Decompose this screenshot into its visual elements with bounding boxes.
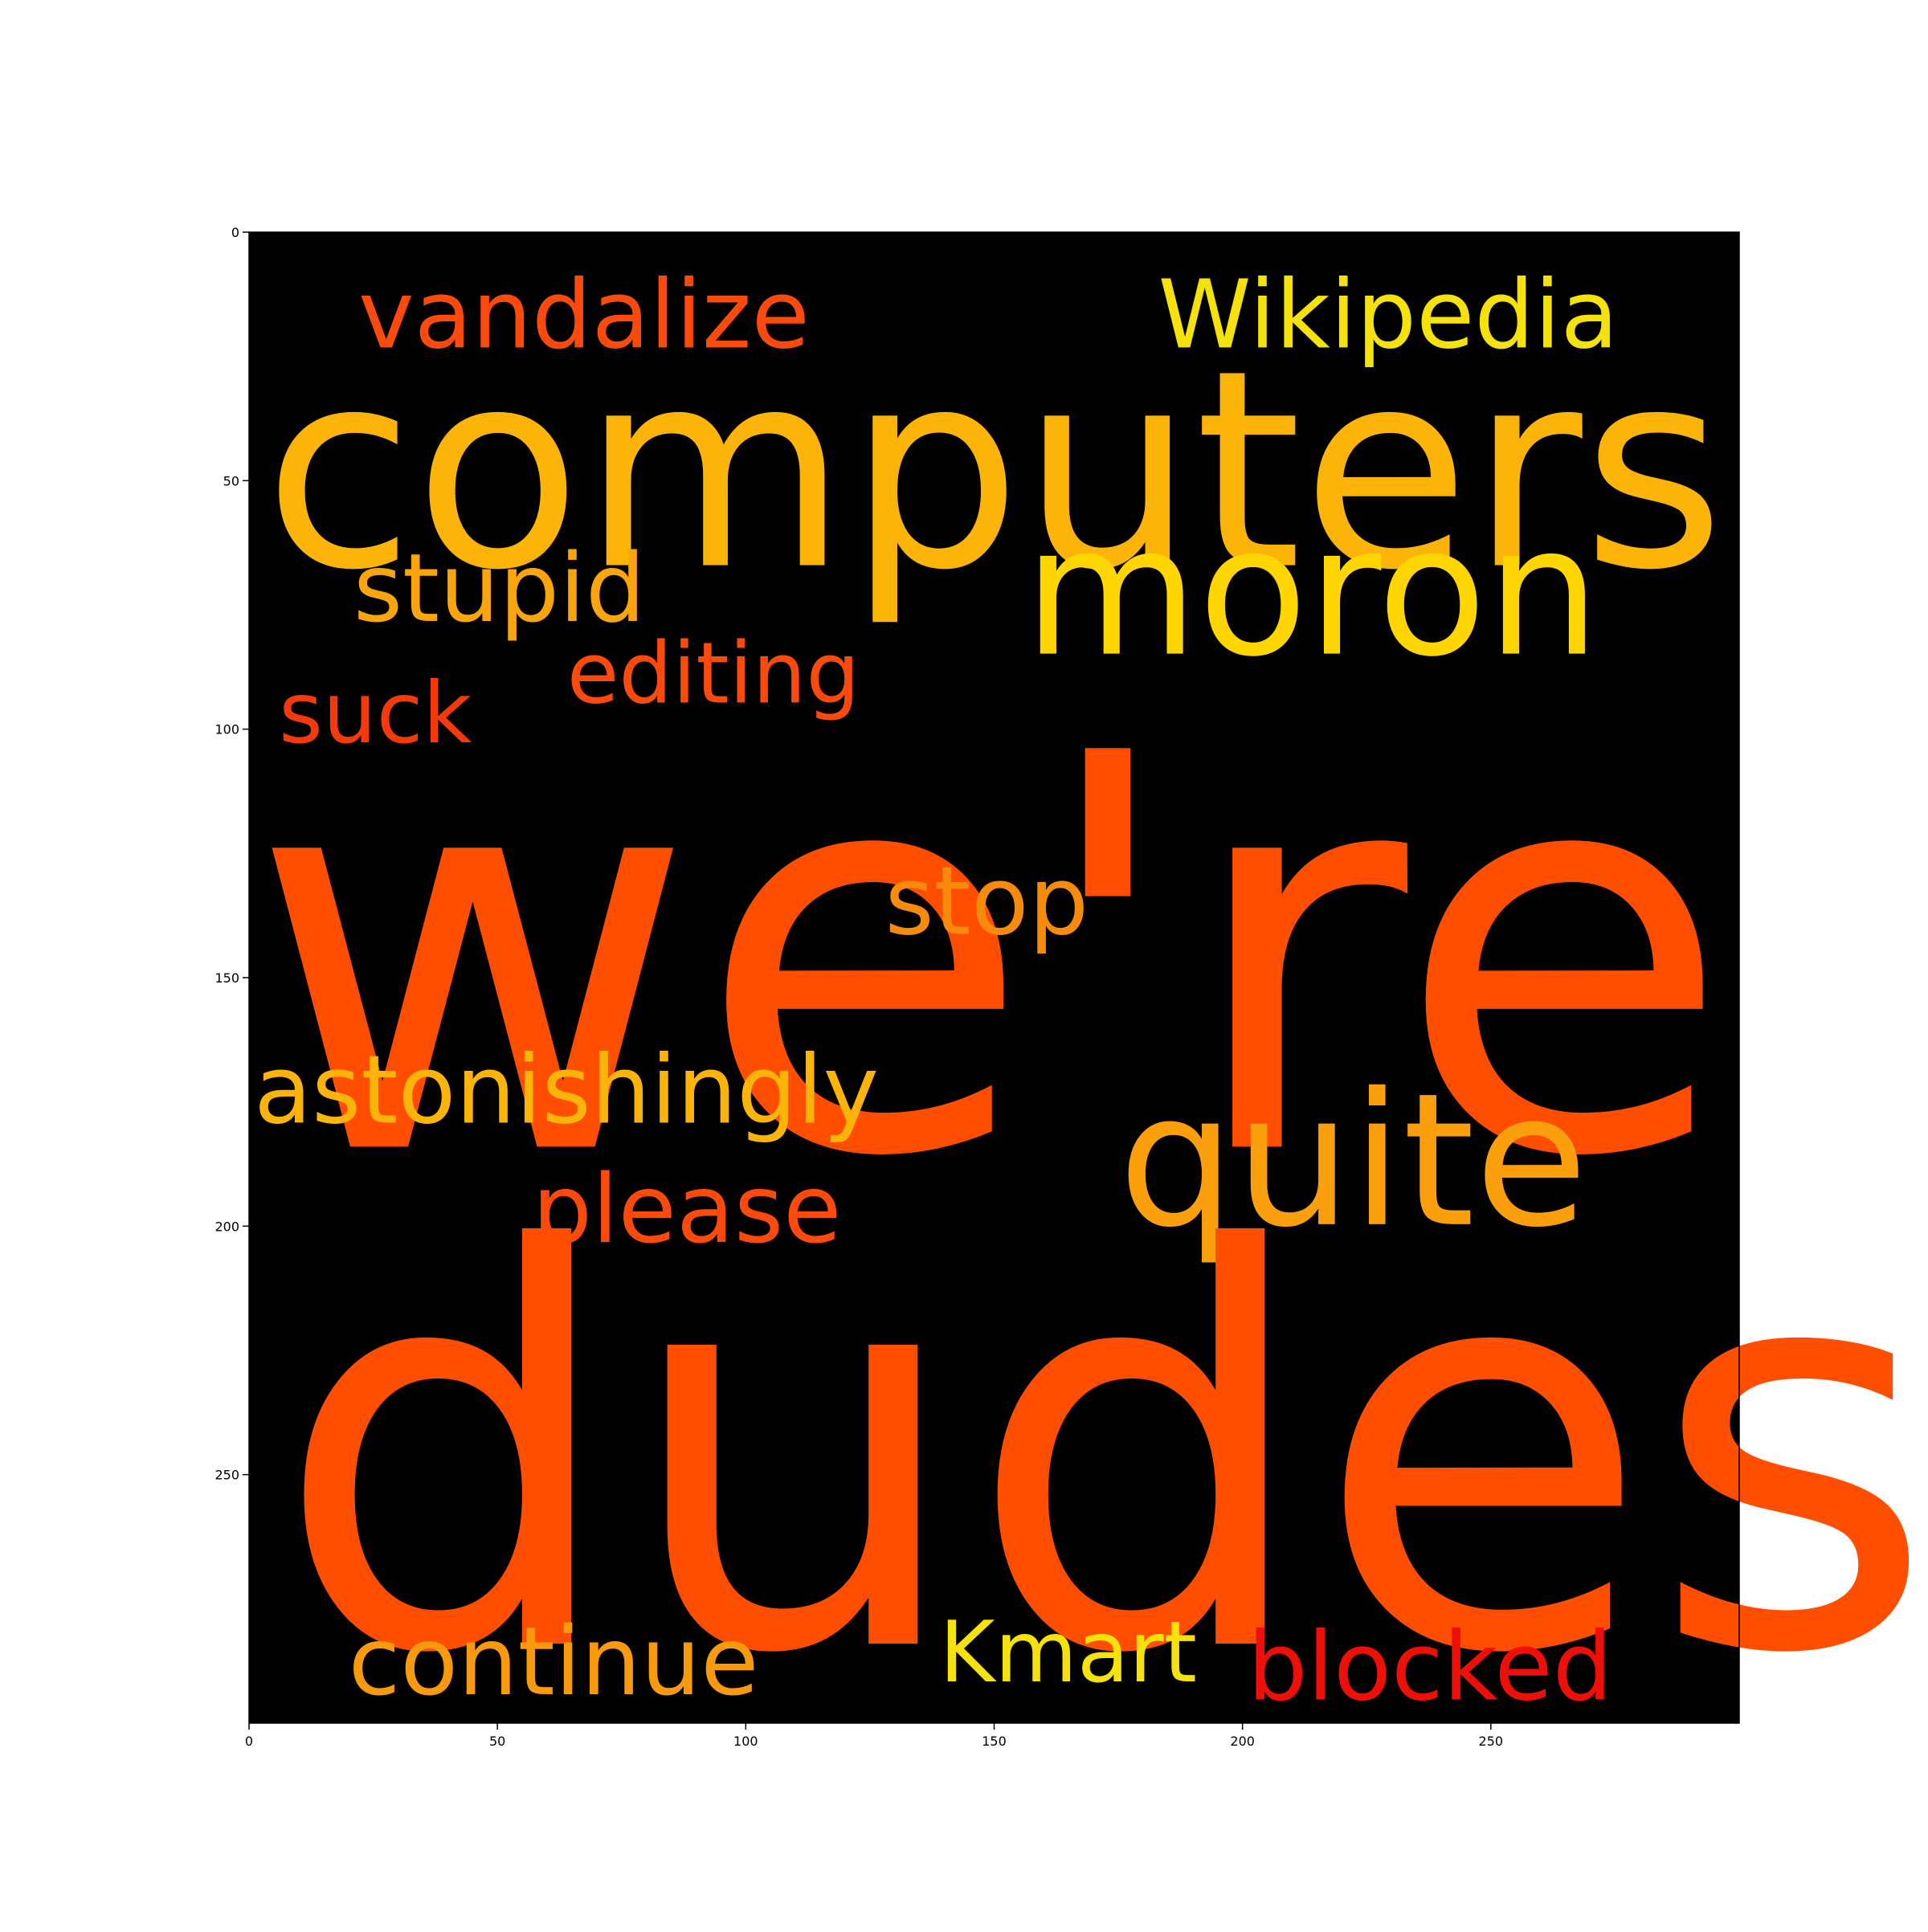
y-tick-label: 250 (214, 1468, 239, 1483)
x-tick-label: 200 (1230, 1734, 1255, 1749)
x-tick-label: 0 (245, 1734, 253, 1749)
x-tick-label: 50 (489, 1734, 505, 1749)
word-dudes: dudes (274, 1137, 1928, 1773)
word-editing: editing (567, 623, 860, 722)
word-vandalize: vandalize (358, 260, 810, 370)
word-continue: continue (349, 1607, 759, 1717)
word-computers: computers (264, 312, 1725, 631)
y-tick-label: 0 (231, 225, 239, 240)
y-tick-label: 100 (214, 722, 239, 737)
word-quite: quite (1118, 1054, 1588, 1268)
x-tick-label: 150 (982, 1734, 1007, 1749)
word-stupid: stupid (353, 533, 646, 643)
x-axis-ticks: 0 50 100 150 200 250 (245, 1723, 1503, 1749)
word-astonishingly: astonishingly (254, 1035, 879, 1146)
y-axis-ticks: 0 50 100 150 200 250 (214, 225, 249, 1483)
word-please: please (532, 1154, 841, 1264)
word-kmart: Kmart (939, 1603, 1196, 1701)
word-moron: moron (1024, 488, 1600, 696)
word-we-re: we're (249, 639, 1732, 1276)
word-suck: suck (279, 664, 472, 762)
x-tick-label: 250 (1479, 1734, 1504, 1749)
word-wikipedia: Wikipedia (1158, 260, 1619, 370)
y-tick-label: 200 (214, 1219, 239, 1234)
axes-background (249, 232, 1739, 1723)
y-tick-label: 150 (214, 970, 239, 986)
word-blocked: blocked (1248, 1611, 1612, 1722)
x-tick-label: 100 (733, 1734, 758, 1749)
y-tick-label: 50 (223, 473, 239, 488)
word-stop: stop (884, 847, 1089, 957)
